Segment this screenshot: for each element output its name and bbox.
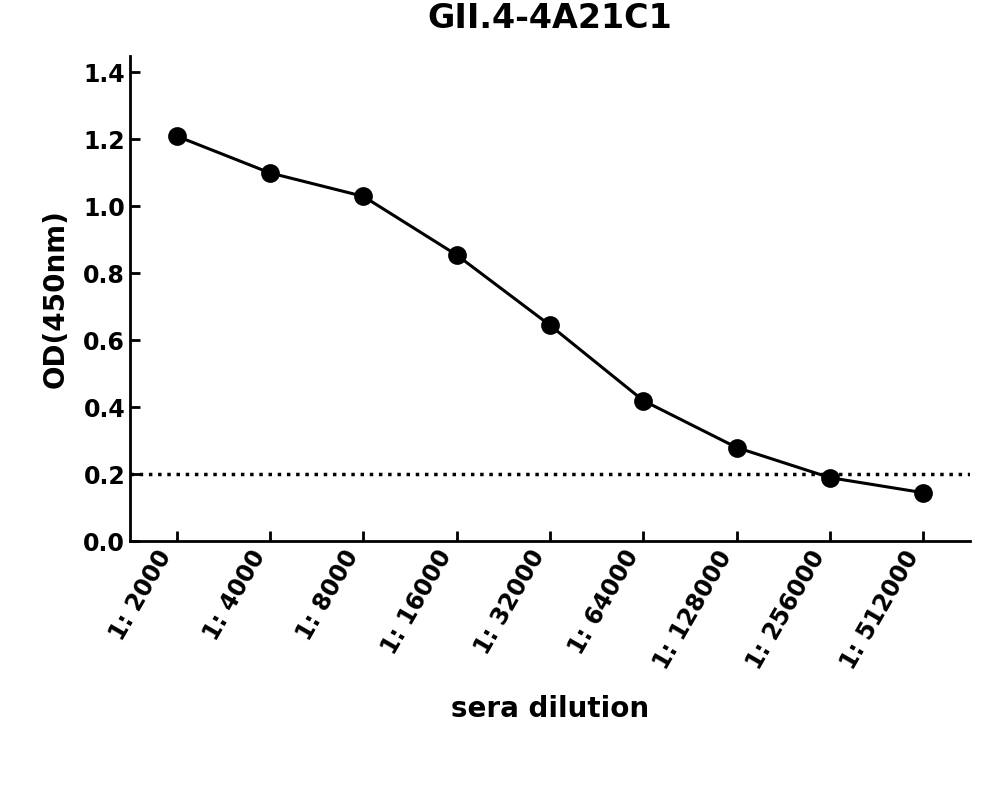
Y-axis label: OD(450nm): OD(450nm) — [41, 209, 69, 388]
Title: GII.4-4A21C1: GII.4-4A21C1 — [428, 2, 672, 35]
X-axis label: sera dilution: sera dilution — [451, 696, 649, 724]
